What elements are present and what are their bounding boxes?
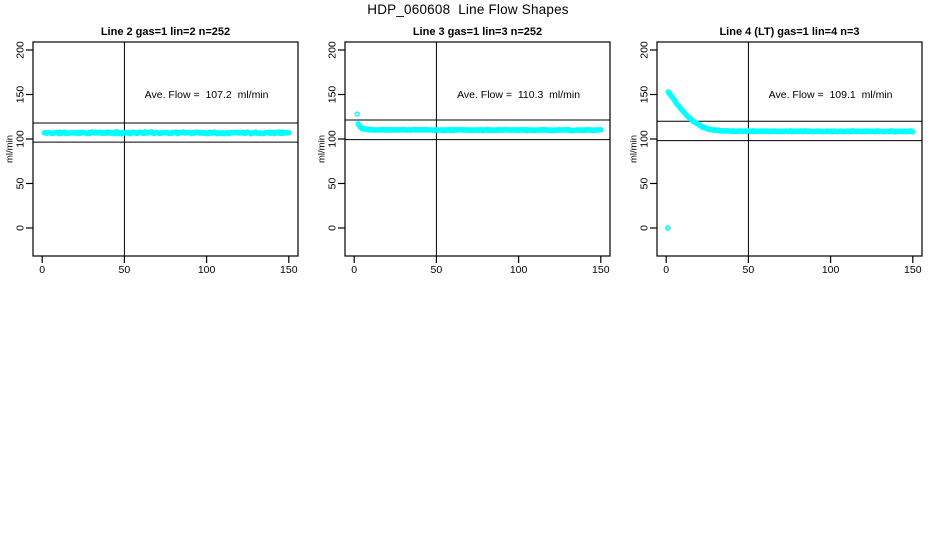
y-axis-tick-label: 100 xyxy=(639,130,651,148)
y-axis-tick-label: 200 xyxy=(327,41,339,59)
y-axis-tick-label: 0 xyxy=(15,225,27,231)
x-axis-tick-label: 100 xyxy=(198,264,216,276)
y-axis-label: ml/min xyxy=(4,135,15,163)
panel-svg: Line 2 gas=1 lin=2 n=252 0 50 100 150 0 50 100 1… xyxy=(4,26,299,276)
panel-title: Line 4 (LT) gas=1 lin=4 n=3 xyxy=(719,26,859,38)
outlier-point xyxy=(664,225,671,231)
ave-flow-annotation: Ave. Flow = 109.1 ml/min xyxy=(769,89,893,101)
y-axis-tick-label: 50 xyxy=(639,177,651,189)
panels-container: Line 2 gas=1 lin=2 n=252 0 50 100 150 0 50 100 1… xyxy=(0,0,936,300)
panel-title: Line 2 gas=1 lin=2 n=252 xyxy=(101,26,230,38)
y-axis-tick-label: 50 xyxy=(327,177,339,189)
x-axis-tick-label: 150 xyxy=(904,264,922,276)
y-axis-label: ml/min xyxy=(628,135,639,163)
data-points xyxy=(354,111,604,134)
x-axis-tick-label: 50 xyxy=(743,264,755,276)
x-axis-tick-label: 100 xyxy=(510,264,528,276)
y-axis-label: ml/min xyxy=(316,135,327,163)
data-point xyxy=(354,111,360,117)
x-axis-tick-label: 100 xyxy=(822,264,840,276)
y-axis-tick-label: 50 xyxy=(15,177,27,189)
plot-box xyxy=(344,41,611,257)
panel-svg: Line 3 gas=1 lin=3 n=252 0 50 100 150 0 50 100 1… xyxy=(316,26,611,276)
x-axis-tick-label: 50 xyxy=(119,264,131,276)
y-axis-tick-label: 150 xyxy=(327,86,339,104)
data-point xyxy=(598,126,604,133)
ave-flow-annotation: Ave. Flow = 107.2 ml/min xyxy=(145,89,269,101)
x-axis-tick-label: 0 xyxy=(39,264,45,276)
y-axis-tick-label: 100 xyxy=(327,130,339,148)
y-axis-tick-label: 150 xyxy=(639,86,651,104)
y-axis-tick-label: 150 xyxy=(15,86,27,104)
data-points xyxy=(664,89,916,231)
x-axis-tick-label: 0 xyxy=(663,264,669,276)
x-axis-tick-label: 0 xyxy=(351,264,357,276)
panel-title: Line 3 gas=1 lin=3 n=252 xyxy=(413,26,542,38)
y-axis-tick-label: 0 xyxy=(639,225,651,231)
chart-panel-1: Line 2 gas=1 lin=2 n=252 0 50 100 150 0 50 100 1… xyxy=(0,0,312,300)
data-point xyxy=(286,129,292,136)
data-point xyxy=(910,129,916,135)
x-axis-tick-label: 50 xyxy=(431,264,443,276)
y-axis-tick-label: 200 xyxy=(15,41,27,59)
plot-box xyxy=(656,41,923,257)
data-points xyxy=(41,128,292,137)
y-axis-tick-label: 200 xyxy=(639,41,651,59)
plot-box xyxy=(32,41,299,257)
y-axis-tick-label: 100 xyxy=(15,130,27,148)
ave-flow-annotation: Ave. Flow = 110.3 ml/min xyxy=(457,89,580,101)
page-title: HDP_060608 Line Flow Shapes xyxy=(367,2,569,17)
x-axis-tick-label: 150 xyxy=(592,264,610,276)
chart-panel-3: Line 4 (LT) gas=1 lin=4 n=3 0 50 100 150 0 50 1… xyxy=(624,0,936,300)
panel-svg: Line 4 (LT) gas=1 lin=4 n=3 0 50 100 150 0 50 1… xyxy=(628,26,923,276)
y-axis-tick-label: 0 xyxy=(327,225,339,231)
chart-panel-2: Line 3 gas=1 lin=3 n=252 0 50 100 150 0 50 100 1… xyxy=(312,0,624,300)
x-axis-tick-label: 150 xyxy=(280,264,298,276)
